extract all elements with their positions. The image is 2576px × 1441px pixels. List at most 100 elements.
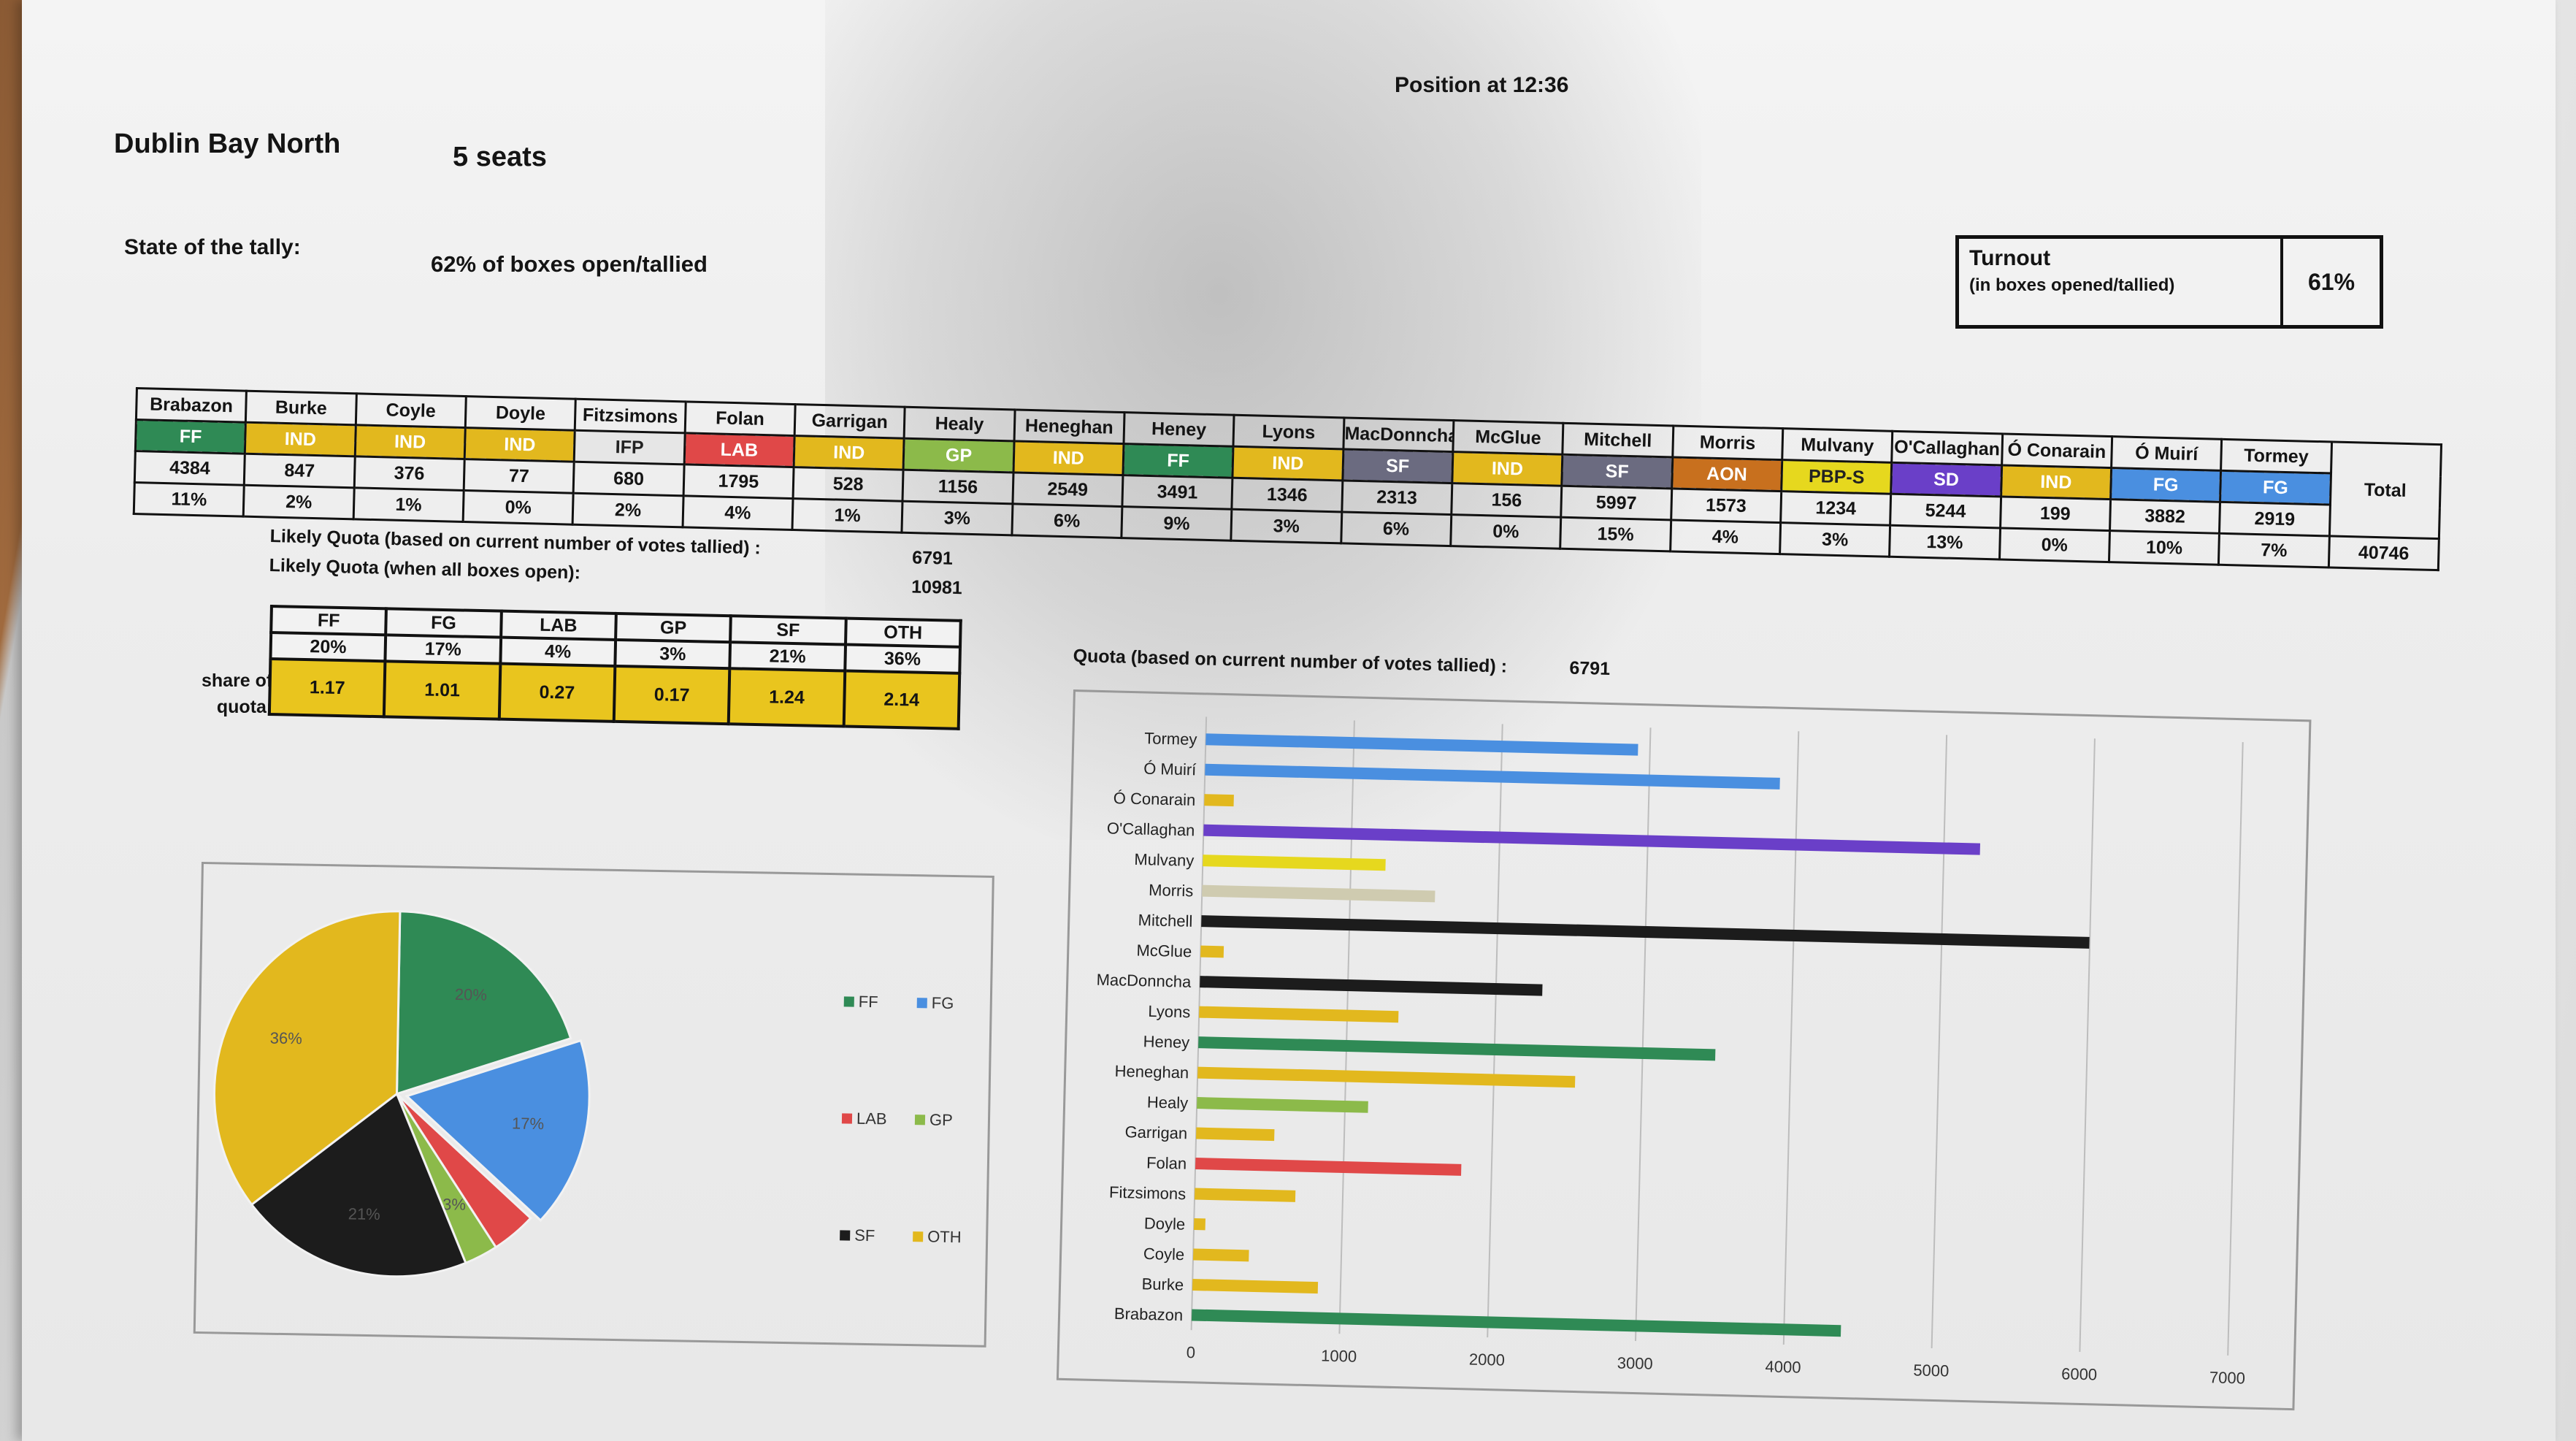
party-share-pie-chart: 20% 17% 3% 21% 36% FF FG LAB GP SF OTH — [213, 910, 962, 1278]
candidate-votes-burke: 847 — [244, 454, 355, 488]
share-quota-lab: 0.27 — [499, 663, 616, 722]
bar-fitzsimons — [1194, 1188, 1296, 1202]
candidate-party-heneghan: IND — [1013, 440, 1124, 475]
bar-caption-value: 6791 — [1569, 657, 1611, 679]
bar-brabazon — [1191, 1309, 1841, 1337]
candidate-votes-lyons: 1346 — [1232, 478, 1343, 512]
bar-category-label: Fitzsimons — [1109, 1183, 1187, 1204]
share-pct-sf: 21% — [729, 642, 846, 671]
bar-category-label: Lyons — [1148, 1002, 1190, 1021]
candidate-votes-fitzsimons: 680 — [573, 462, 684, 496]
candidate-party-muir: FG — [2110, 467, 2221, 502]
candidate-pct-conarain: 0% — [1999, 527, 2110, 562]
candidate-votes-tormey: 2919 — [2219, 502, 2331, 536]
candidate-party-morris: AON — [1671, 456, 1782, 492]
bar-category-label: Healy — [1147, 1093, 1189, 1112]
bar-gridline-5000 — [1931, 735, 1948, 1349]
pie-slice-fg — [405, 1039, 591, 1223]
bar-category-label: Heneghan — [1114, 1062, 1189, 1082]
bar-morris — [1202, 884, 1435, 903]
candidate-name-burke: Burke — [245, 391, 357, 425]
bar-category-label: Tormey — [1144, 729, 1197, 749]
bar-category-label: Ó Muirí — [1143, 760, 1197, 779]
candidate-pct-morris: 4% — [1670, 519, 1781, 554]
bar-lyons — [1199, 1006, 1399, 1023]
candidate-name-lyons: Lyons — [1233, 415, 1344, 449]
candidate-party-tormey: FG — [2220, 470, 2331, 505]
candidate-pct-brabazon: 11% — [134, 482, 245, 517]
bar-category-label: Ó Conarain — [1113, 789, 1196, 809]
share-party-gp: GP — [616, 613, 732, 643]
candidate-votes-coyle: 376 — [353, 456, 465, 491]
candidate-votes-conarain: 199 — [2000, 496, 2111, 531]
candidate-party-coyle: IND — [354, 424, 466, 459]
share-of-quota-label: share of quota: — [202, 668, 272, 720]
pie-label-gp: 3% — [442, 1195, 466, 1214]
candidate-votes-ocallaghan: 5244 — [1890, 494, 2001, 528]
share-party-fg: FG — [386, 608, 502, 638]
candidate-votes-doyle: 77 — [464, 459, 575, 494]
pie-chart-frame: 20% 17% 3% 21% 36% FF FG LAB GP SF OTH — [193, 862, 994, 1348]
bar-gridline-6000 — [2079, 738, 2096, 1352]
bar-category-label: Coyle — [1143, 1245, 1185, 1264]
candidate-name-fitzsimons: Fitzsimons — [575, 399, 686, 433]
share-pct-oth: 36% — [844, 644, 960, 673]
bar-tormey — [1205, 733, 1638, 756]
pie-legend-swatch-oth — [913, 1231, 924, 1242]
bar-gridline-1000 — [1338, 720, 1355, 1334]
share-pct-gp: 3% — [615, 639, 731, 669]
bar-healy — [1197, 1097, 1368, 1113]
bar-category-label: Brabazon — [1114, 1304, 1184, 1324]
candidate-pct-heneghan: 6% — [1011, 503, 1122, 538]
candidate-pct-healy: 3% — [902, 501, 1013, 535]
pie-legend-swatch-lab — [841, 1113, 853, 1124]
pie-legend-gp: GP — [929, 1110, 953, 1129]
share-pct-ff: 20% — [270, 632, 386, 662]
candidate-party-garrigan: IND — [794, 435, 905, 470]
candidate-name-macdonncha: MacDonncha — [1343, 417, 1454, 452]
bar-xtick-0: 0 — [1186, 1343, 1195, 1361]
candidate-pct-doyle: 0% — [463, 490, 574, 525]
candidate-pct-folan: 4% — [682, 495, 794, 530]
candidate-pct-tormey: 7% — [2218, 533, 2329, 567]
pie-legend-swatch-fg — [916, 998, 927, 1009]
candidate-pct-coyle: 1% — [353, 487, 464, 522]
candidate-pct-macdonncha: 6% — [1341, 511, 1452, 546]
candidate-votes-bar-chart: 0 1000 2000 3000 4000 5000 6000 7000 Tormey Ó Mui… — [1096, 716, 2245, 1387]
bar-xtick-6000: 6000 — [2061, 1364, 2098, 1383]
candidate-pct-garrigan: 1% — [791, 498, 903, 533]
pie-legend-sf: SF — [854, 1226, 875, 1245]
pie-legend-swatch-gp — [914, 1115, 926, 1125]
pie-legend-swatch-ff — [843, 996, 854, 1007]
share-party-oth: OTH — [845, 618, 961, 647]
bar-gridline-7000 — [2227, 742, 2244, 1356]
quota-current-label: Likely Quota (based on current number of… — [269, 526, 762, 559]
candidate-votes-mcglue: 156 — [1451, 483, 1563, 518]
pie-slice-ff — [395, 910, 572, 1096]
total-value: 40746 — [2328, 535, 2439, 570]
bar-caption-label: Quota (based on current number of votes … — [1073, 646, 1508, 677]
bar-macdonncha — [1200, 976, 1543, 996]
bar-category-label: Mulvany — [1134, 850, 1195, 870]
bar-xtick-3000: 3000 — [1617, 1353, 1653, 1372]
candidate-name-muir: Ó Muirí — [2111, 436, 2222, 471]
pie-label-fg: 17% — [512, 1114, 544, 1133]
pie-legend-swatch-sf — [840, 1230, 851, 1241]
bar-chart-frame: 0 1000 2000 3000 4000 5000 6000 7000 Tormey Ó Mui… — [1056, 689, 2312, 1411]
candidate-party-burke: IND — [245, 422, 356, 456]
bar-conarain — [1204, 794, 1234, 807]
candidate-party-brabazon: FF — [135, 419, 246, 454]
candidate-name-coyle: Coyle — [355, 393, 467, 428]
bar-category-label: Mitchell — [1138, 911, 1192, 930]
candidate-party-mcglue: IND — [1452, 451, 1563, 486]
candidate-votes-mitchell: 5997 — [1560, 486, 1672, 520]
share-pct-fg: 17% — [385, 635, 501, 664]
turnout-value: 61% — [2307, 268, 2355, 295]
bar-xtick-4000: 4000 — [1765, 1357, 1801, 1376]
share-quota-sf: 1.24 — [729, 668, 845, 727]
bar-heney — [1198, 1036, 1716, 1061]
quota-lines: Likely Quota (based on current number of… — [269, 526, 962, 598]
share-label-line2: quota: — [216, 697, 273, 717]
bar-xtick-2000: 2000 — [1469, 1350, 1506, 1369]
share-quota-oth: 2.14 — [843, 670, 960, 729]
